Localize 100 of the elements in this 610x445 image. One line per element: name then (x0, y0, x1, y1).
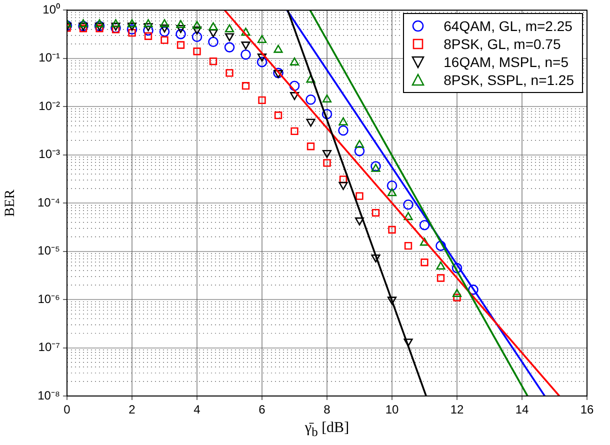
point (436, 274, 445, 282)
point (436, 240, 446, 251)
point (94, 19, 104, 28)
point (371, 254, 380, 262)
point (111, 19, 120, 28)
point (290, 127, 298, 136)
point (338, 125, 348, 136)
point (241, 42, 250, 50)
point (388, 226, 396, 234)
point (208, 22, 218, 30)
point (257, 34, 267, 43)
point (78, 19, 88, 28)
point (128, 28, 136, 37)
point (273, 68, 284, 78)
point (420, 238, 430, 246)
point (240, 49, 251, 60)
point (160, 36, 168, 44)
point (419, 220, 430, 230)
point (323, 159, 331, 167)
point (127, 22, 137, 31)
point (257, 54, 267, 62)
point (274, 44, 283, 53)
point (387, 296, 397, 305)
y-axis-title: BER (3, 188, 18, 217)
legend-label: 16QAM, MSPL, n=5 (444, 53, 569, 71)
point (372, 208, 380, 217)
point (436, 262, 446, 270)
x-tick-label: 2 (128, 402, 136, 417)
point (112, 26, 120, 34)
y-tick-label: 10⁻⁷ (38, 340, 60, 354)
point (386, 180, 398, 191)
x-tick-label: 8 (324, 402, 331, 417)
point (224, 24, 234, 32)
point (354, 146, 365, 156)
point (176, 20, 186, 28)
y-tick-label: 10⁻³ (38, 147, 60, 162)
legend-label: 8PSK, SSPL, n=1.25 (444, 71, 574, 89)
point (420, 258, 428, 266)
point (274, 112, 282, 120)
point (127, 19, 137, 28)
point (468, 284, 478, 295)
point (226, 69, 234, 77)
x-tick-label: 12 (450, 402, 464, 417)
point (354, 140, 364, 148)
point (354, 217, 364, 226)
point (209, 58, 218, 66)
point (306, 118, 316, 127)
point (193, 48, 201, 56)
point (452, 288, 462, 297)
point (192, 26, 202, 35)
point (404, 242, 412, 250)
point (452, 262, 462, 274)
point (290, 92, 300, 100)
point (306, 142, 315, 150)
x-tick-label: 16 (580, 402, 594, 417)
point (258, 96, 266, 104)
point (256, 56, 268, 68)
y-tick-label: 10⁻⁸ (38, 388, 60, 402)
x-tick-label: 10 (385, 402, 399, 417)
point (126, 24, 138, 35)
point (192, 20, 202, 29)
point (289, 80, 300, 91)
point (322, 150, 332, 158)
point (224, 42, 235, 52)
point (144, 23, 153, 32)
x-tick-label: 14 (515, 402, 529, 417)
point (338, 182, 348, 190)
point (290, 57, 300, 66)
point (338, 117, 348, 126)
x-axis-title: γ̄$_{b}$ [dB] (304, 420, 350, 440)
y-tick-label: 10⁻⁵ (38, 244, 60, 258)
legend-label: 64QAM, GL, m=2.25 (444, 17, 572, 35)
point (404, 212, 413, 220)
x-tick-label: 6 (258, 402, 266, 417)
point (274, 70, 283, 78)
point (111, 22, 120, 31)
point (159, 26, 170, 37)
point (176, 24, 186, 34)
point (306, 94, 316, 105)
point (453, 294, 461, 302)
y-tick-label: 10⁻⁶ (38, 292, 60, 306)
point (322, 108, 332, 120)
x-tick-label: 0 (64, 402, 71, 417)
x-tick-label: 4 (194, 402, 201, 417)
point (208, 29, 218, 38)
point (306, 74, 316, 83)
point (176, 41, 185, 49)
point (192, 32, 202, 42)
point (144, 19, 153, 28)
legend-label: 8PSK, GL, m=0.75 (444, 35, 561, 53)
point (356, 192, 364, 200)
point (404, 338, 413, 347)
y-tick-label: 10⁻¹ (38, 50, 60, 65)
point (403, 199, 414, 210)
point (160, 19, 170, 28)
point (322, 94, 332, 103)
point (242, 82, 250, 90)
point (387, 188, 397, 196)
point (241, 28, 250, 36)
point (144, 32, 152, 40)
